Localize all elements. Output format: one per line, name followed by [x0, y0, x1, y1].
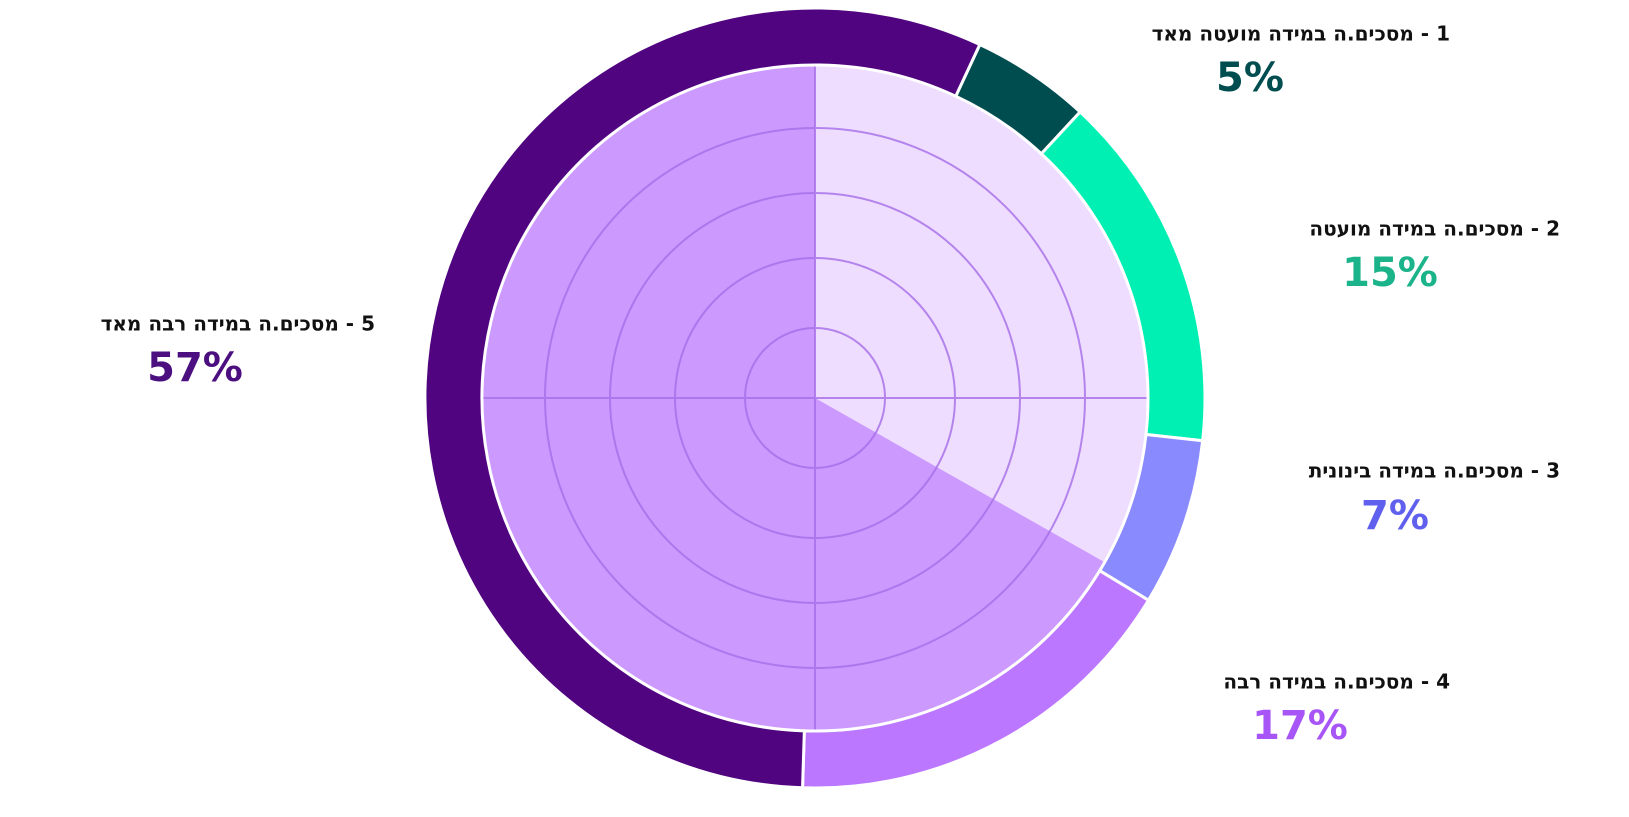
value-label: 7% — [1361, 493, 1429, 539]
page: {"chart_data": {"type": "pie", "donut": … — [0, 0, 1629, 817]
legend-label: 5 - מסכים.ה במידה רבה מאד — [101, 312, 375, 336]
chart: 1 - מסכים.ה במידה מועטה מאד 5% 2 - מסכים.ה… — [0, 0, 1629, 817]
value-label: 5% — [1216, 55, 1284, 101]
value-label: 57% — [147, 345, 243, 391]
legend-label: 3 - מסכים.ה במידה בינונית — [1309, 459, 1560, 483]
value-label: 17% — [1252, 703, 1348, 749]
legend-label: 4 - מסכים.ה במידה רבה — [1223, 670, 1450, 694]
legend-label: 2 - מסכים.ה במידה מועטה — [1309, 217, 1560, 241]
value-label: 15% — [1342, 250, 1438, 296]
legend-label: 1 - מסכים.ה במידה מועטה מאד — [1152, 22, 1450, 46]
